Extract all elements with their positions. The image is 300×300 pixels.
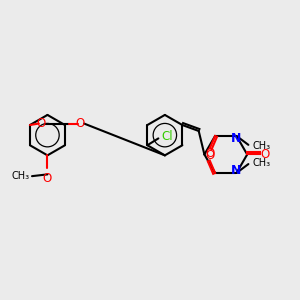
Text: CH₃: CH₃ [252, 158, 270, 168]
Text: N: N [231, 132, 242, 145]
Text: N: N [231, 164, 242, 177]
Text: O: O [260, 148, 270, 161]
Text: CH₃: CH₃ [252, 141, 270, 151]
Text: Cl: Cl [161, 130, 173, 143]
Text: O: O [37, 117, 46, 130]
Text: CH₃: CH₃ [11, 171, 30, 181]
Text: O: O [43, 172, 52, 185]
Text: O: O [76, 117, 85, 130]
Text: O: O [205, 147, 214, 160]
Text: O: O [205, 149, 214, 162]
